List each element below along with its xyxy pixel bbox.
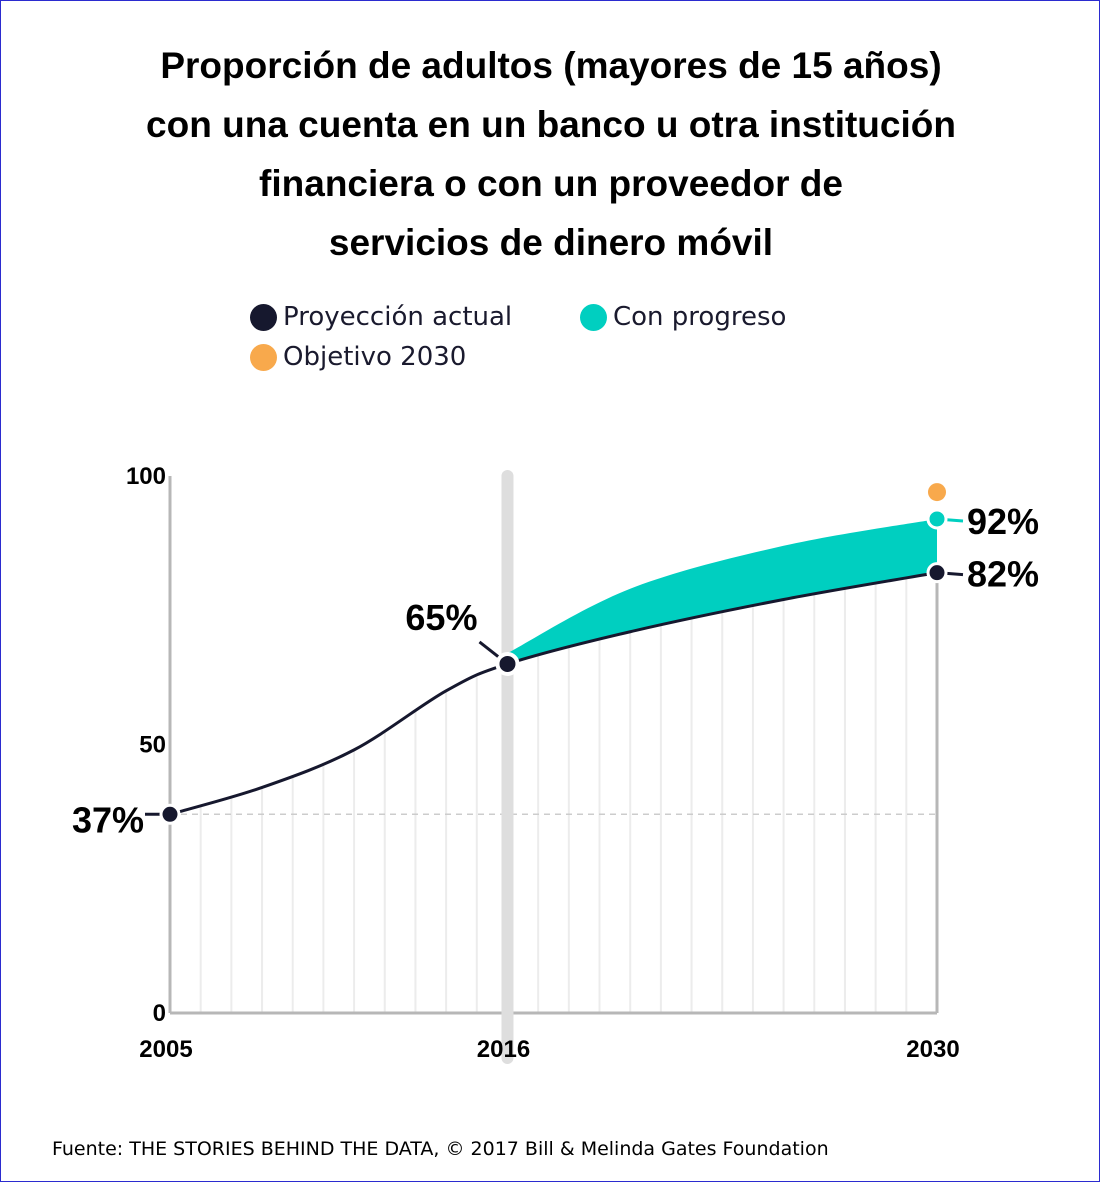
title-line-3: financiera o con un proveedor de [259, 163, 843, 204]
legend-swatch-current [250, 303, 277, 331]
legend-item-current: Proyección actual [250, 302, 512, 332]
title-line-2: con una cuenta en un banco u otra instit… [146, 104, 956, 145]
x-tick-label: 2030 [906, 1036, 959, 1063]
legend-swatch-progress [580, 303, 607, 331]
legend-swatch-target [250, 343, 277, 371]
legend-label-progress: Con progreso [613, 302, 787, 332]
point-split [495, 651, 520, 676]
y-tick-label: 100 [126, 463, 166, 490]
value-label-split: 65% [405, 597, 477, 638]
legend-item-progress: Con progreso [580, 302, 786, 332]
y-tick-label: 0 [153, 1000, 166, 1027]
source-note: Fuente: THE STORIES BEHIND THE DATA, © 2… [52, 1138, 829, 1160]
progress-area [507, 518, 937, 664]
point-start [159, 803, 181, 825]
x-tick-label: 2005 [139, 1036, 192, 1063]
title-line-4: servicios de dinero móvil [328, 222, 774, 263]
legend-item-target: Objetivo 2030 [250, 342, 466, 372]
legend-label-current: Proyección actual [283, 302, 513, 332]
y-tick-label: 50 [139, 732, 166, 759]
point-end-current [926, 562, 948, 584]
chart-title: Proporción de adultos (mayores de 15 año… [0, 36, 1102, 272]
value-label-end-progress: 92% [967, 501, 1039, 542]
value-label-end-current: 82% [967, 554, 1039, 595]
x-tick-label: 2016 [477, 1036, 530, 1063]
series-line-current [169, 571, 938, 816]
legend-label-target: Objetivo 2030 [283, 342, 467, 372]
title-line-1: Proporción de adultos (mayores de 15 año… [160, 45, 942, 86]
point-end-progress [926, 508, 948, 530]
value-label-start: 37% [72, 799, 144, 840]
point-target [928, 483, 946, 502]
